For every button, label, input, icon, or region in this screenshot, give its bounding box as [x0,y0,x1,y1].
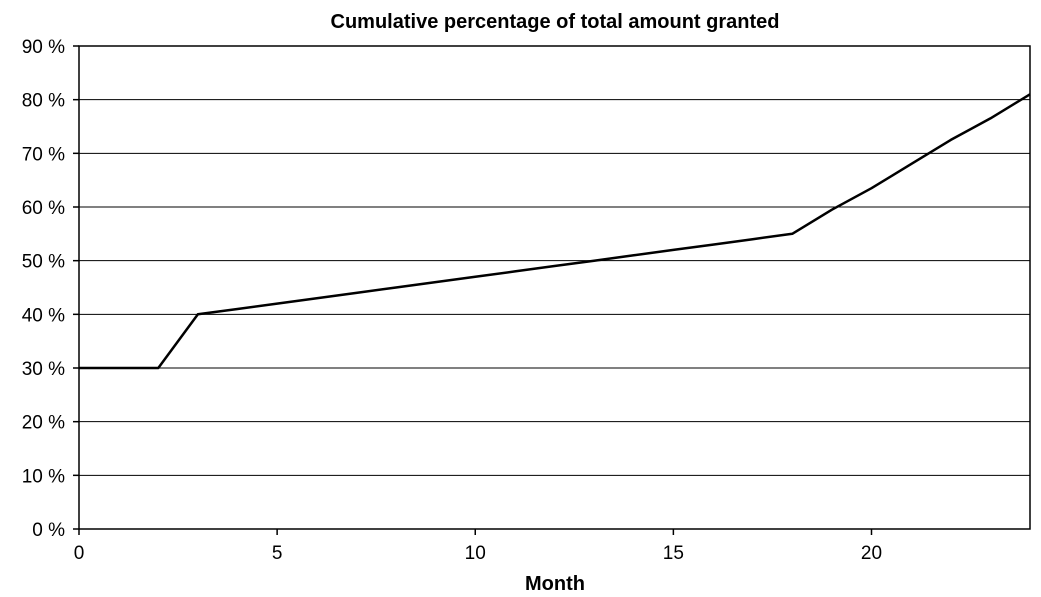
x-tick-label: 20 [861,543,882,564]
y-tick-label: 0 % [32,520,65,541]
plot-frame [78,45,1031,530]
y-tick-label: 40 % [22,305,65,326]
y-tick-label: 70 % [22,144,65,165]
x-tick-label: 10 [465,543,486,564]
y-tick-label: 10 % [22,466,65,487]
y-tick-label: 20 % [22,413,65,434]
y-tick-label: 50 % [22,252,65,273]
series-line [79,93,1031,370]
x-tick-label: 15 [663,543,684,564]
chart-title: Cumulative percentage of total amount gr… [331,11,780,33]
y-tick-label: 90 % [22,37,65,58]
y-tick-label: 80 % [22,91,65,112]
y-axis-ticks: 0 % 10 % 20 % 30 % 40 % 50 % 60 % 70 % 80 % 90 % [22,37,79,541]
series-group [79,93,1031,370]
gridlines [79,99,1030,476]
x-tick-label: 0 [74,543,85,564]
x-axis-label: Month [525,573,585,595]
y-tick-label: 30 % [22,359,65,380]
x-axis-ticks: 0 5 10 15 20 [74,529,882,564]
y-tick-label: 60 % [22,198,65,219]
x-tick-label: 5 [272,543,283,564]
